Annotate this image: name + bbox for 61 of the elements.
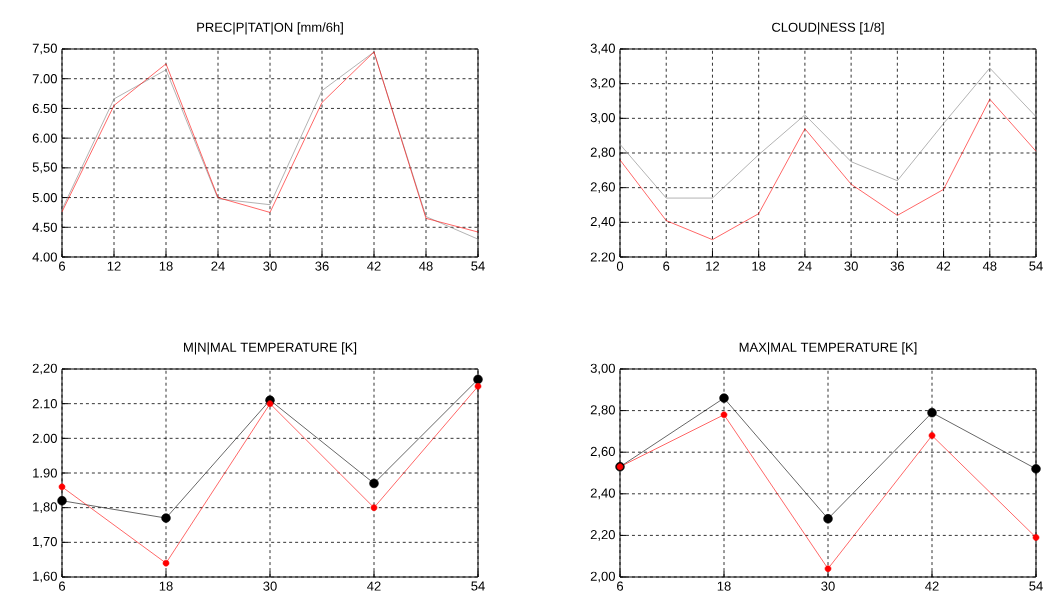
x-tick-label: 12 (107, 261, 121, 271)
x-tick-label: 6 (59, 581, 66, 591)
x-tick-label: 18 (159, 581, 173, 591)
x-tick-label: 36 (315, 261, 329, 271)
y-tick-label: 1,70 (33, 536, 57, 548)
y-tick-label: 2.20 (590, 252, 615, 262)
y-tick-label: 1.90 (33, 468, 57, 478)
chart-title: CLOUD|NESS [1/8] (772, 22, 884, 35)
x-tick-label: 18 (752, 261, 766, 271)
x-tick-label: 42 (367, 261, 381, 271)
x-tick-label: 6 (59, 261, 66, 271)
y-tick-label: 2,60 (590, 182, 615, 194)
y-tick-label: 1,80 (33, 502, 57, 514)
y-tick-label: 6.00 (32, 133, 57, 143)
x-tick-label: 6 (617, 581, 624, 591)
y-tick-label: 2,60 (590, 446, 615, 458)
x-tick-label: 24 (211, 261, 225, 271)
y-tick-label: 5,50 (32, 162, 57, 174)
y-tick-label: 3,00 (590, 112, 615, 124)
x-tick-label: 30 (821, 581, 835, 591)
x-tick-label: 0 (616, 261, 624, 271)
x-tick-label: 42 (367, 581, 381, 591)
y-tick-label: 4.50 (32, 222, 57, 232)
chart-title: M|N|MAL TEMPERATURE [K] (184, 342, 357, 355)
x-tick-label: 30 (263, 261, 277, 271)
y-tick-label: 3,40 (590, 43, 615, 55)
x-tick-label: 12 (706, 261, 720, 271)
y-tick-label: 3,20 (590, 78, 615, 90)
y-tick-label: 3,00 (590, 363, 615, 375)
y-tick-label: 7.00 (32, 74, 57, 84)
y-tick-label: 2,00 (590, 571, 615, 583)
y-tick-label: 2,80 (590, 405, 615, 416)
x-tick-label: 36 (890, 261, 904, 271)
y-tick-label: 7,50 (32, 43, 57, 55)
x-tick-label: 24 (798, 261, 812, 271)
x-tick-label: 30 (263, 581, 277, 591)
chart-title: MAX|MAL TEMPERATURE [K] (739, 342, 917, 355)
y-tick-label: 2,40 (590, 216, 615, 228)
x-tick-label: 18 (159, 261, 173, 271)
y-tick-label: 2,40 (590, 488, 615, 500)
x-tick-label: 48 (419, 261, 433, 271)
x-tick-label: 54 (471, 261, 485, 271)
y-tick-label: 2.00 (32, 433, 57, 443)
x-tick-label: 6 (663, 261, 670, 271)
y-tick-label: 4.00 (32, 252, 57, 262)
y-tick-label: 2.10 (32, 399, 57, 409)
x-tick-label: 30 (844, 261, 858, 271)
x-tick-label: 54 (1029, 581, 1043, 591)
x-tick-label: 54 (471, 581, 485, 591)
chart-title: PREC|P|TAT|ON [mm/6h] (197, 22, 343, 35)
y-tick-label: 1,60 (33, 571, 57, 583)
y-tick-label: 5.00 (32, 192, 57, 203)
y-tick-label: 2,20 (32, 363, 57, 375)
x-tick-label: 42 (936, 261, 951, 271)
x-tick-label: 48 (982, 261, 997, 271)
y-tick-label: 6.50 (32, 103, 57, 114)
y-tick-label: 2,20 (590, 530, 615, 541)
x-tick-label: 42 (925, 581, 939, 591)
x-tick-label: 18 (717, 581, 731, 591)
x-tick-label: 54 (1029, 261, 1043, 271)
y-tick-label: 2,80 (590, 147, 615, 159)
